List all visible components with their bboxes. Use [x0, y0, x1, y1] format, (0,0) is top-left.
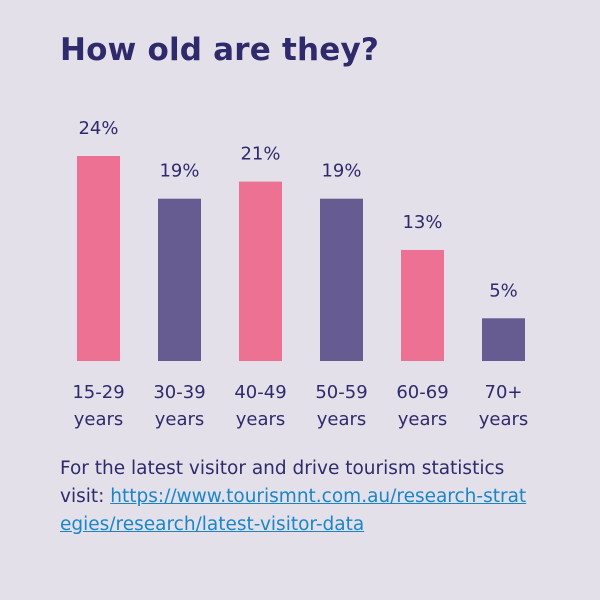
- bar-0: [77, 156, 120, 361]
- x-tick-label-5-line-1: years: [479, 409, 529, 430]
- bar-value-label-1: 19%: [159, 161, 199, 182]
- bar-value-label-5: 5%: [489, 280, 518, 301]
- x-tick-label-1-line-1: years: [155, 409, 205, 430]
- bar-4: [401, 249, 444, 361]
- bar-2: [239, 181, 282, 361]
- bar-value-label-3: 19%: [321, 161, 361, 182]
- x-tick-label-2-line-1: years: [236, 409, 286, 430]
- footer-link[interactable]: https://www.tourismnt.com.au/research-st…: [60, 486, 527, 535]
- bar-chart: 24% 19% 21% 19% 13% 5% 15-29 years 30-39 years 40…: [72, 118, 528, 430]
- bar-value-label-4: 13%: [402, 212, 442, 233]
- bar-5: [482, 318, 525, 361]
- value-labels-group: 24% 19% 21% 19% 13% 5%: [78, 118, 517, 301]
- x-tick-label-3-line-0: 50-59: [315, 382, 367, 403]
- x-tick-label-2-line-0: 40-49: [234, 382, 286, 403]
- x-tick-label-3-line-1: years: [317, 409, 367, 430]
- x-tick-label-1-line-0: 30-39: [153, 382, 205, 403]
- x-tick-label-4-line-1: years: [398, 409, 448, 430]
- x-tick-label-5-line-0: 70+: [485, 382, 523, 403]
- bars-group: [77, 156, 525, 361]
- bar-value-label-0: 24%: [78, 118, 118, 139]
- x-tick-label-0-line-0: 15-29: [72, 382, 124, 403]
- bar-value-label-2: 21%: [240, 144, 280, 165]
- footer-text: For the latest visitor and drive tourism…: [60, 458, 505, 507]
- bar-3: [320, 198, 363, 361]
- chart-title: How old are they?: [60, 32, 380, 68]
- footer-note: For the latest visitor and drive tourism…: [60, 455, 530, 539]
- x-tick-label-4-line-0: 60-69: [396, 382, 448, 403]
- x-tick-label-0-line-1: years: [74, 409, 124, 430]
- bar-1: [158, 198, 201, 361]
- x-axis-labels-group: 15-29 years 30-39 years 40-49 years 50-59 years…: [72, 382, 528, 430]
